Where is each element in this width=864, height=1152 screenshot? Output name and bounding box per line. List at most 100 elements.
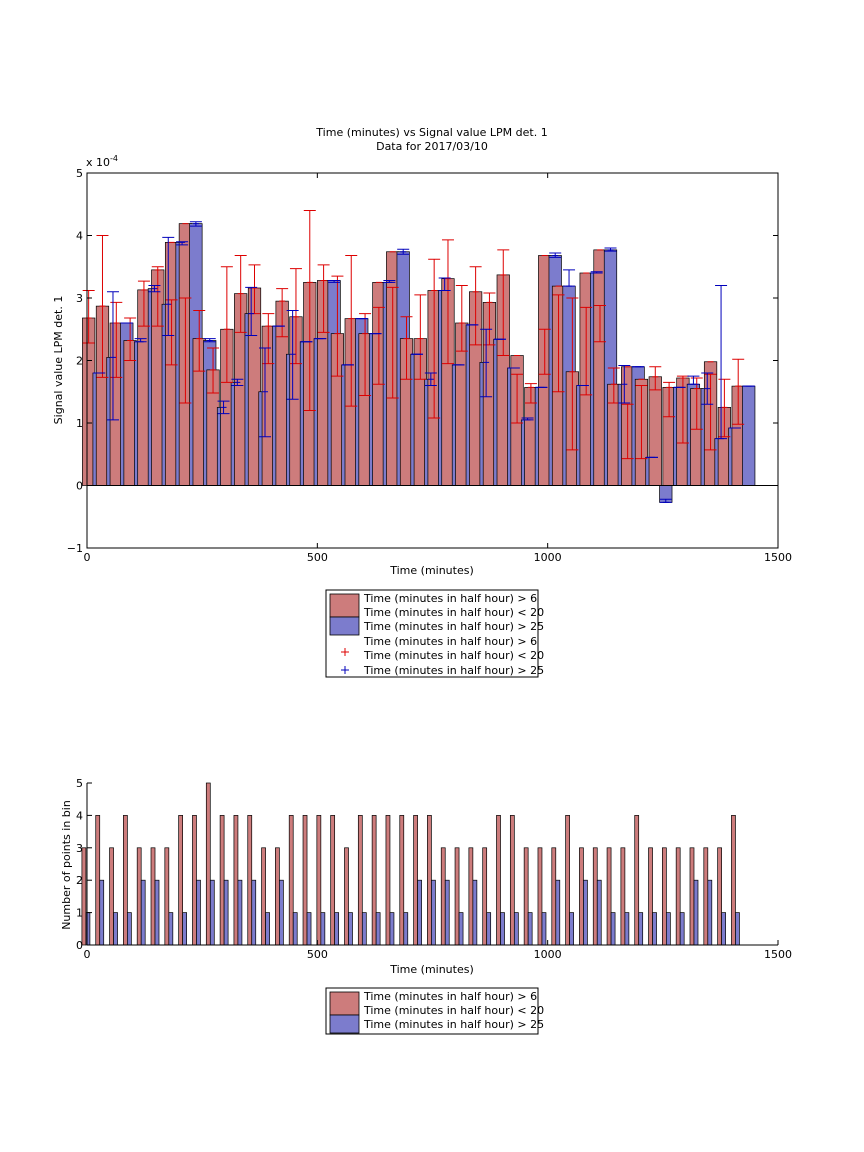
error-bar-series1 <box>524 383 537 404</box>
error-bar-series1 <box>552 285 565 393</box>
count-bar-series2 <box>555 879 561 946</box>
x-tick-label: 500 <box>307 551 328 564</box>
count-bar-series1 <box>482 847 488 946</box>
error-bar-series2 <box>424 372 437 386</box>
count-bar-series1 <box>316 815 322 946</box>
error-bar-series2 <box>604 247 617 252</box>
error-bar-series2 <box>715 285 728 440</box>
error-bar-series1 <box>234 255 247 333</box>
count-bar-series2 <box>569 912 574 946</box>
legend-marker-blue-plus <box>341 666 349 674</box>
count-bar-series1 <box>385 815 391 946</box>
x-tick-label: 500 <box>307 948 328 961</box>
error-bar-series1 <box>663 381 676 418</box>
error-bar-series2 <box>231 378 244 386</box>
error-bar-series1 <box>455 285 468 352</box>
error-bar-series2 <box>521 417 534 421</box>
signal-bar-series2 <box>742 385 756 486</box>
y-tick-label: 5 <box>76 777 83 790</box>
error-bar-series1 <box>386 251 399 399</box>
count-bar-series1 <box>717 847 722 946</box>
error-bar-series2 <box>245 286 258 336</box>
count-bar-series2 <box>251 879 257 946</box>
count-bar-series1 <box>454 847 460 946</box>
error-bar-series1 <box>359 313 372 396</box>
count-bar-series2 <box>348 912 353 946</box>
count-bar-series1 <box>233 815 239 946</box>
count-bar-series1 <box>275 847 280 946</box>
count-bar-series1 <box>219 815 225 946</box>
count-bar-series1 <box>427 815 432 946</box>
count-bar-series1 <box>81 847 87 946</box>
error-bar-series1 <box>732 358 745 425</box>
y-tick-label: 2 <box>76 355 83 368</box>
error-bar-series2 <box>148 285 161 293</box>
legend-label: Time (minutes in half hour) < 20 <box>363 606 544 619</box>
error-bar-series2 <box>383 280 396 283</box>
count-bar-series2 <box>209 879 215 946</box>
count-bar-series2 <box>403 912 409 946</box>
count-bar-series2 <box>99 879 105 946</box>
y-axis-label: Signal value LPM det. 1 <box>52 296 65 425</box>
count-bar-series2 <box>721 912 726 946</box>
error-bar-series1 <box>82 290 95 344</box>
error-bar-series1 <box>207 347 220 394</box>
count-bar-series2 <box>320 912 326 946</box>
x-tick-label: 1000 <box>534 948 562 961</box>
error-bar-series1 <box>704 361 717 451</box>
count-bar-series2 <box>279 879 284 946</box>
count-bar-series1 <box>261 847 266 946</box>
error-bar-series1 <box>276 288 289 338</box>
error-bar-series1 <box>317 264 330 333</box>
count-bar-series1 <box>648 847 653 946</box>
y-tick-label: −1 <box>67 542 83 555</box>
error-bar-series2 <box>549 252 562 258</box>
count-bar-series2 <box>361 912 367 946</box>
error-bar-series2 <box>480 328 493 398</box>
count-bar-series1 <box>164 847 170 946</box>
count-bar-series1 <box>150 847 156 946</box>
legend-label: Time (minutes in half hour) > 6 <box>363 592 537 605</box>
count-bar-series2 <box>707 879 713 946</box>
y-tick-label: 1 <box>76 907 83 920</box>
error-bar-series1 <box>566 297 579 451</box>
count-bar-series1 <box>731 815 736 946</box>
legend-box <box>325 589 539 678</box>
x-tick-label: 0 <box>84 551 91 564</box>
count-bar-series2 <box>527 912 533 946</box>
count-bar-series1 <box>288 815 294 946</box>
signal-chart: Time (minutes) vs Signal value LPM det. … <box>52 126 792 678</box>
y-tick-label: 5 <box>76 167 83 180</box>
count-bar-series1 <box>95 815 101 946</box>
error-bar-series2 <box>687 375 700 385</box>
y-tick-label: 3 <box>76 842 83 855</box>
count-bar-series2 <box>458 912 464 946</box>
x-axis-label: Time (minutes) <box>389 963 474 976</box>
legend-label: Time (minutes in half hour) < 20 <box>363 1004 544 1017</box>
legend-swatch-series1 <box>329 991 360 1016</box>
error-bar-series2 <box>563 269 576 287</box>
count-bar-series2 <box>237 879 243 946</box>
count-bar-series1 <box>468 847 474 946</box>
chart-subtitle: Data for 2017/03/10 <box>376 140 488 153</box>
legend: Time (minutes in half hour) > 6 Time (mi… <box>325 589 544 678</box>
count-bar-series1 <box>123 815 128 946</box>
count-bar-series1 <box>620 847 626 946</box>
count-bar-series2 <box>431 879 436 946</box>
count-bar-series2 <box>196 879 201 946</box>
error-bar-series2 <box>203 338 216 343</box>
count-bar-series2 <box>306 912 312 946</box>
count-bar-series2 <box>652 912 657 946</box>
count-bar-series2 <box>693 879 699 946</box>
axis-ticks: 0 1 2 3 4 5 0 500 1000 1500 <box>76 777 792 961</box>
error-bar-series1 <box>621 366 634 460</box>
count-bars <box>81 782 740 946</box>
error-bar-series1 <box>428 258 441 419</box>
error-bar-series1 <box>594 249 606 343</box>
error-bar-series1 <box>345 255 358 407</box>
count-bar-series2 <box>665 912 671 946</box>
error-bar-series1 <box>220 266 233 383</box>
count-bar-series1 <box>509 815 515 946</box>
